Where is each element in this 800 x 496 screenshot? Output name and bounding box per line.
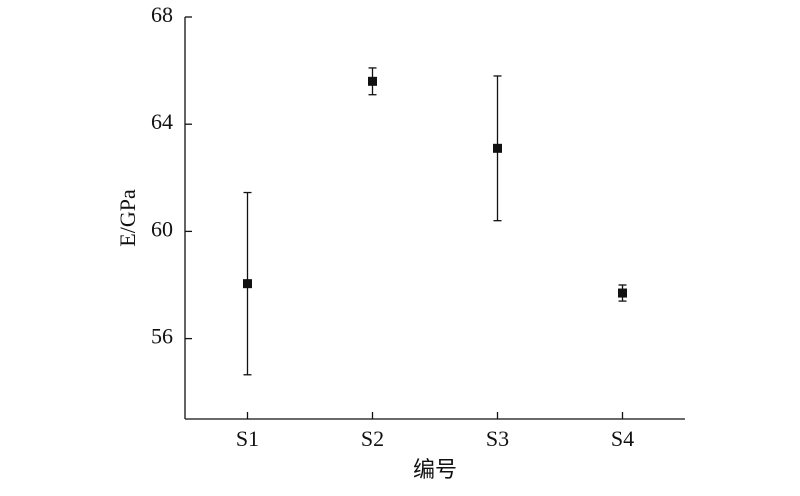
x-tick-label: S2 <box>361 426 384 451</box>
y-tick-label: 56 <box>151 324 173 349</box>
point <box>493 143 502 153</box>
y-tick-label: 64 <box>151 109 173 134</box>
point <box>368 76 377 86</box>
y-tick-label: 60 <box>151 216 173 241</box>
x-tick-label: S4 <box>611 426 634 451</box>
x-tick-label: S1 <box>236 426 259 451</box>
x-tick-label: S3 <box>486 426 509 451</box>
point <box>618 288 627 298</box>
y-tick-label: 68 <box>151 2 173 27</box>
point <box>243 279 252 289</box>
x-axis-label: 编号 <box>413 457 457 482</box>
y-axis-label: E/GPa <box>115 189 140 247</box>
